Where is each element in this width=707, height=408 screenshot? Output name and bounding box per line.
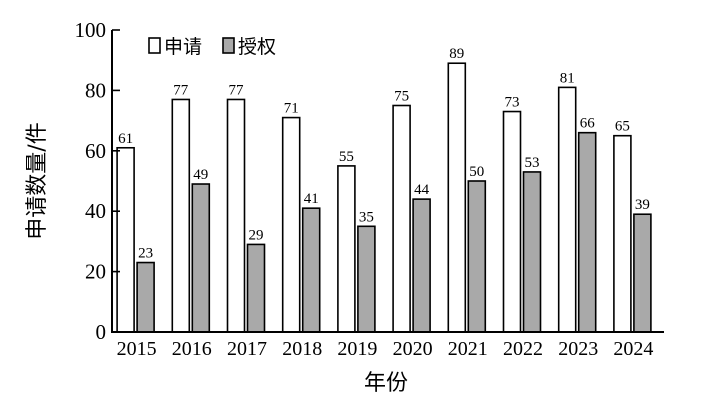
x-tick-label-2018: 2018 — [282, 338, 322, 360]
y-ticks: 0 20 40 60 80 100 — [75, 18, 120, 344]
legend-item-application: 申请 — [148, 36, 202, 58]
bar-label-grant-2018: 41 — [304, 191, 319, 207]
x-tick-label-2016: 2016 — [172, 338, 212, 360]
x-axis-title: 年份 — [364, 371, 408, 396]
x-tick-label-2019: 2019 — [337, 338, 377, 360]
bar-grant-2015 — [136, 261, 155, 333]
bar-label-grant-2023: 66 — [580, 116, 596, 132]
bar-label-application-2019: 55 — [339, 149, 354, 165]
bar-application-2020 — [392, 104, 411, 333]
bar-application-2015 — [116, 146, 135, 333]
y-axis-title: 申请数量/件 — [25, 122, 50, 239]
bar-label-application-2018: 71 — [284, 101, 299, 117]
x-tick-label-2022: 2022 — [503, 338, 543, 360]
legend: 申请 授权 — [148, 36, 276, 58]
bar-label-grant-2019: 35 — [359, 209, 374, 225]
bar-label-application-2021: 89 — [449, 46, 464, 62]
bar-application-2019 — [337, 165, 356, 333]
bar-grant-2019 — [357, 225, 376, 333]
x-tick-label-2024: 2024 — [613, 338, 653, 360]
bar-label-application-2017: 77 — [229, 82, 245, 98]
bar-label-application-2015: 61 — [118, 131, 133, 147]
bar-application-2021 — [447, 62, 467, 333]
bar-grant-2017 — [246, 243, 266, 333]
x-tick-label-2020: 2020 — [393, 338, 433, 360]
bar-grant-2018 — [301, 207, 321, 333]
bar-label-grant-2016: 49 — [193, 167, 208, 183]
bar-grant-2022 — [522, 171, 542, 333]
y-tick-label-20: 20 — [85, 260, 106, 284]
legend-swatch-grant — [222, 37, 235, 54]
bar-label-grant-2024: 39 — [635, 197, 650, 213]
bar-grant-2023 — [577, 131, 597, 333]
bar-label-application-2023: 81 — [560, 70, 575, 86]
bar-label-application-2024: 65 — [615, 119, 630, 135]
y-tick-label-60: 60 — [85, 139, 106, 163]
bar-label-application-2022: 73 — [505, 95, 520, 111]
legend-item-grant: 授权 — [222, 36, 276, 58]
bar-grant-2021 — [467, 180, 487, 333]
bar-application-2022 — [502, 110, 522, 333]
bar-application-2016 — [171, 98, 191, 333]
x-ticks: 2015 2016 2017 2018 2019 2020 2021 2022 2023 2024 — [117, 338, 654, 360]
bar-application-2024 — [613, 134, 632, 333]
data-labels-layer: 61 23 77 49 77 29 71 41 55 35 75 44 89 50 73 53 81 66 65 39 — [118, 46, 650, 261]
x-tick-label-2023: 2023 — [558, 338, 598, 360]
legend-label-grant: 授权 — [238, 36, 276, 58]
bar-label-grant-2015: 23 — [138, 246, 153, 262]
y-tick-label-40: 40 — [85, 199, 106, 223]
y-tick-label-80: 80 — [85, 78, 106, 102]
bar-label-grant-2021: 50 — [469, 164, 484, 180]
bar-grant-2016 — [191, 183, 211, 333]
bar-label-grant-2020: 44 — [414, 182, 430, 198]
bar-label-application-2016: 77 — [173, 82, 189, 98]
bar-application-2017 — [226, 98, 246, 333]
bar-grant-2020 — [412, 198, 431, 333]
x-tick-label-2017: 2017 — [227, 338, 267, 360]
x-tick-label-2021: 2021 — [448, 338, 488, 360]
legend-label-application: 申请 — [164, 36, 202, 58]
legend-swatch-application — [148, 37, 161, 54]
bars-layer — [116, 62, 652, 333]
bar-application-2018 — [281, 116, 301, 333]
y-tick-label-0: 0 — [96, 320, 107, 344]
bar-grant-2024 — [633, 213, 652, 333]
bar-application-2023 — [557, 86, 577, 333]
bar-label-grant-2017: 29 — [249, 227, 264, 243]
x-tick-label-2015: 2015 — [117, 338, 157, 360]
bar-label-application-2020: 75 — [394, 89, 409, 105]
y-tick-label-100: 100 — [75, 18, 107, 42]
bar-label-grant-2022: 53 — [525, 155, 540, 171]
axes — [111, 30, 664, 333]
